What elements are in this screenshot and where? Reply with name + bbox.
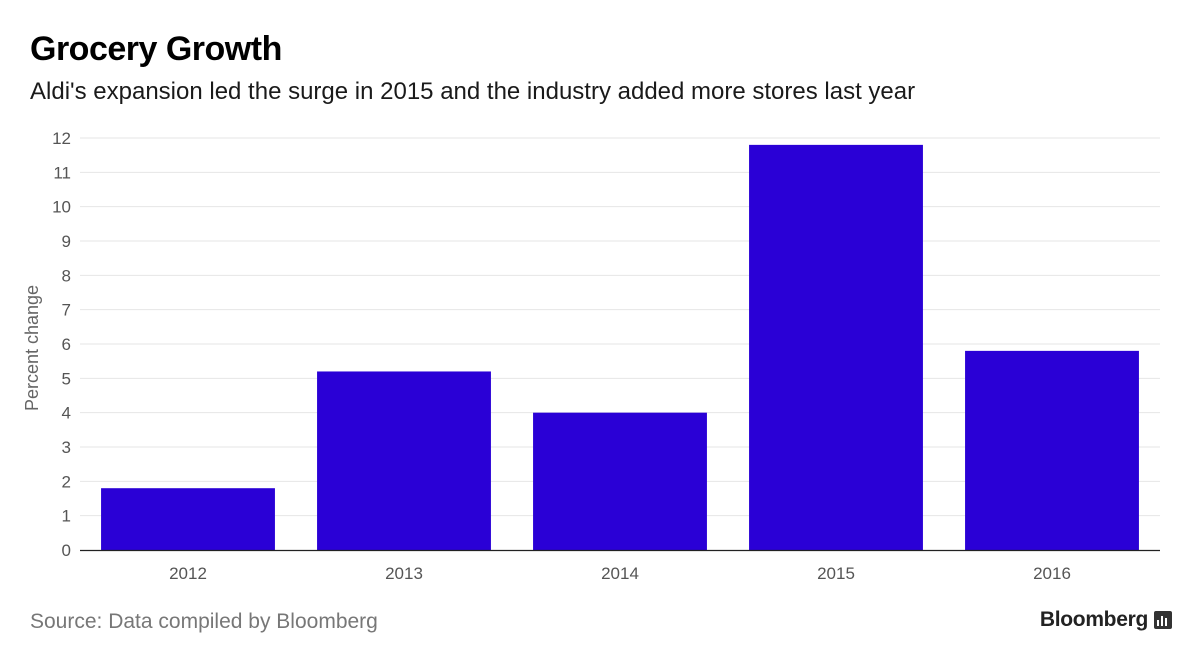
- y-tick-label: 6: [62, 335, 71, 354]
- bar-2014: [533, 412, 707, 550]
- y-tick-label: 4: [62, 404, 71, 423]
- y-tick-label: 7: [62, 301, 71, 320]
- bar-2013: [317, 371, 491, 550]
- bloomberg-logo: Bloomberg: [1040, 608, 1172, 632]
- y-tick-label: 1: [62, 507, 71, 526]
- y-tick-label: 2: [62, 472, 71, 491]
- bars: [101, 144, 1139, 550]
- x-axis-ticks: 2012 2013 2014 2015 2016: [169, 564, 1071, 583]
- y-tick-label: 11: [53, 163, 71, 182]
- x-tick-label: 2012: [169, 564, 207, 583]
- bar-2016: [965, 350, 1139, 550]
- chart-title: Grocery Growth: [30, 30, 282, 68]
- y-tick-label: 3: [62, 438, 71, 457]
- bloomberg-terminal-icon: [1154, 611, 1172, 629]
- y-tick-label: 9: [62, 232, 71, 251]
- chart-subtitle: Aldi's expansion led the surge in 2015 a…: [30, 78, 916, 105]
- bar-2012: [101, 488, 275, 550]
- bar-2015: [749, 144, 923, 550]
- y-tick-label: 5: [62, 369, 71, 388]
- y-tick-label: 8: [62, 266, 71, 285]
- x-tick-label: 2014: [601, 564, 639, 583]
- brand-name: Bloomberg: [1039, 608, 1148, 631]
- y-tick-label: 12: [52, 129, 71, 148]
- y-axis-label: Percent change: [22, 285, 42, 411]
- x-tick-label: 2013: [385, 564, 423, 583]
- y-tick-label: 0: [62, 541, 71, 560]
- x-tick-label: 2016: [1033, 564, 1071, 583]
- x-tick-label: 2015: [817, 564, 855, 583]
- y-tick-label: 10: [52, 198, 71, 217]
- source-note: Source: Data compiled by Bloomberg: [30, 610, 378, 633]
